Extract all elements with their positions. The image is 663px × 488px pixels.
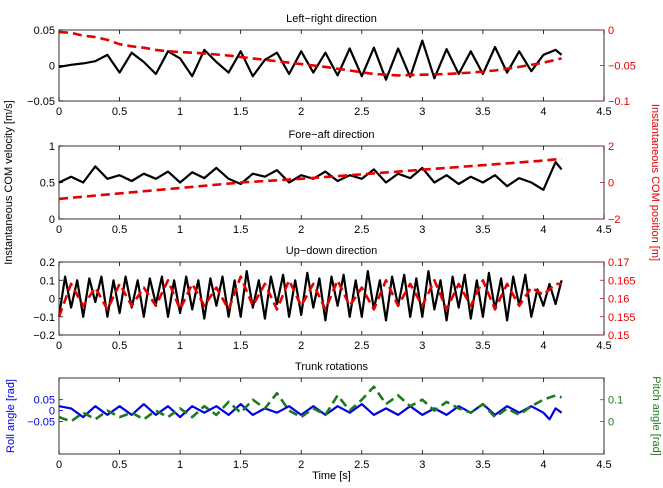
x-tick-label: 3.5 (475, 106, 490, 118)
left-y-tick-label: 0.1 (40, 275, 55, 287)
x-tick-label: 4.5 (596, 106, 611, 118)
right-series-line (58, 157, 562, 201)
right-y-tick-label: 2 (608, 141, 614, 153)
x-tick-label: 1.5 (233, 224, 248, 236)
x-tick-label: 3 (419, 340, 425, 352)
x-tick-label: 0.5 (112, 459, 127, 471)
right-y-tick-label: 0 (608, 178, 614, 190)
x-tick-label: 3 (419, 224, 425, 236)
left-y-tick-label: 0.05 (34, 395, 55, 407)
right-y-tick-label: 0.16 (608, 294, 629, 306)
left-y-tick-label: 0.05 (34, 25, 55, 37)
right-y-tick-label: 0 (608, 25, 614, 37)
x-tick-label: 0.5 (112, 340, 127, 352)
x-tick-label: 3.5 (475, 459, 490, 471)
x-tick-label: 0 (56, 459, 62, 471)
left-y-tick-label: 0 (49, 214, 55, 226)
x-tick-label: 2 (298, 340, 304, 352)
right-y-tick-label: −0.05 (608, 61, 636, 73)
right-series-line (58, 385, 563, 423)
x-tick-label: 0 (56, 224, 62, 236)
subplot-title: Trunk rotations (295, 361, 368, 373)
x-tick-label: 1.5 (233, 106, 248, 118)
x-tick-label: 2.5 (354, 106, 369, 118)
right-y-tick-label: −2 (608, 214, 621, 226)
x-tick-label: 1 (177, 224, 183, 236)
axes-box (58, 377, 605, 455)
x-tick-label: 4 (540, 224, 546, 236)
left-y-tick-label: 0.2 (40, 257, 55, 269)
x-tick-label: 3.5 (475, 340, 490, 352)
left-y-tick-label: −0.05 (27, 96, 55, 108)
right-series-line (57, 275, 562, 318)
left-y-tick-label: −0.2 (33, 330, 55, 342)
right-y-tick-label: 0.1 (608, 395, 623, 407)
subplot-1: Left−right direction 0 0.5 1 1.5 2 2.5 3 3.5 4 4.5… (27, 13, 636, 118)
position-axis-label: Instantaneous COM position [m] (649, 104, 661, 261)
axes-box (58, 145, 605, 220)
subplot-3: Up−down direction 0 0.5 1 1.5 2 2.5 3 3.5 4 4.5 −0.… (33, 245, 635, 352)
x-tick-label: 3 (419, 106, 425, 118)
left-y-tick-label: 0.5 (40, 178, 55, 190)
left-series-line (58, 39, 563, 81)
left-y-tick-label: 0 (49, 61, 55, 73)
x-tick-label: 2.5 (354, 459, 369, 471)
x-tick-label: 0.5 (112, 224, 127, 236)
subplot-title: Left−right direction (286, 13, 377, 25)
x-axis-label: Time [s] (312, 470, 351, 482)
x-tick-label: 1 (177, 340, 183, 352)
x-tick-label: 3.5 (475, 224, 490, 236)
right-y-tick-label: 0.17 (608, 257, 629, 269)
left-y-tick-label: 0 (49, 294, 55, 306)
subplot-title: Fore−aft direction (289, 129, 375, 141)
right-y-tick-label: −0.1 (608, 96, 630, 108)
velocity-axis-label: Instantaneous COM velocity [m/s] (3, 100, 15, 264)
subplot-4: Trunk rotations 0 0.5 1 1.5 2 2.5 3 3.5 4 4.5 −0.05… (5, 361, 662, 482)
x-tick-label: 3 (419, 459, 425, 471)
left-y-tick-label: 1 (49, 141, 55, 153)
right-series-line (58, 30, 562, 77)
x-tick-label: 1.5 (233, 340, 248, 352)
right-y-tick-label: 0 (608, 416, 614, 428)
right-y-tick-label: 0.165 (608, 275, 636, 287)
x-tick-label: 2.5 (354, 340, 369, 352)
axes-box (58, 261, 605, 336)
pitch-axis-label: Pitch angle [rad] (650, 376, 662, 456)
left-y-tick-label: 0 (49, 406, 55, 418)
left-y-tick-label: −0.1 (33, 312, 55, 324)
x-tick-label: 2 (298, 224, 304, 236)
x-tick-label: 4 (540, 340, 546, 352)
x-tick-label: 2.5 (354, 224, 369, 236)
x-tick-label: 4 (540, 459, 546, 471)
right-y-tick-label: 0.155 (608, 312, 636, 324)
x-tick-label: 2 (298, 459, 304, 471)
x-tick-label: 0.5 (112, 106, 127, 118)
subplot-title: Up−down direction (286, 245, 377, 257)
x-tick-label: 4.5 (596, 459, 611, 471)
roll-axis-label: Roll angle [rad] (5, 379, 17, 453)
x-tick-label: 4.5 (596, 224, 611, 236)
right-y-tick-label: 0.15 (608, 330, 629, 342)
x-tick-label: 2 (298, 106, 304, 118)
left-y-tick-label: −0.05 (27, 416, 55, 428)
x-tick-label: 1.5 (233, 459, 248, 471)
x-tick-label: 0 (56, 340, 62, 352)
x-tick-label: 4.5 (596, 340, 611, 352)
x-tick-label: 1 (177, 106, 183, 118)
x-tick-label: 4 (540, 106, 546, 118)
x-tick-label: 1 (177, 459, 183, 471)
x-tick-label: 0 (56, 106, 62, 118)
